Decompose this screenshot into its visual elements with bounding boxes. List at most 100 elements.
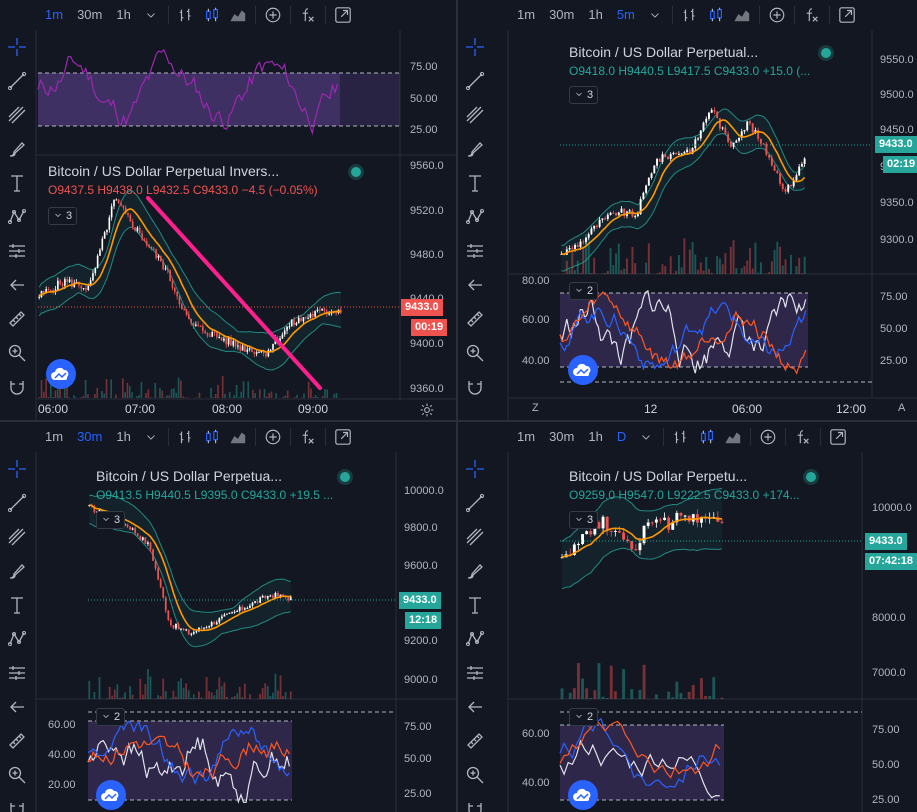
bar-chart-button[interactable]	[668, 422, 694, 452]
candles-button[interactable]	[199, 422, 225, 452]
interval-button-5m[interactable]: 5m	[616, 7, 635, 22]
interval-button-1m[interactable]: 1m	[517, 429, 536, 444]
back-arrow-tool[interactable]	[0, 690, 34, 724]
snapshot-button[interactable]	[330, 0, 356, 30]
tradingview-logo[interactable]	[46, 359, 76, 389]
area-chart-button[interactable]	[720, 422, 746, 452]
pattern-tool[interactable]	[0, 622, 34, 656]
plus-circle-button[interactable]	[260, 0, 286, 30]
interval-dropdown[interactable]	[138, 0, 164, 30]
measure-lines-tool[interactable]	[458, 656, 492, 690]
ruler-tool[interactable]	[458, 724, 492, 758]
measure-lines-tool[interactable]	[0, 656, 34, 690]
interval-dropdown[interactable]	[633, 422, 659, 452]
auto-scale-a[interactable]: A	[898, 402, 906, 414]
trendline-tool[interactable]	[458, 486, 492, 520]
text-tool[interactable]	[0, 588, 34, 622]
plus-circle-button[interactable]	[260, 422, 286, 452]
tradingview-logo[interactable]	[568, 355, 598, 385]
auto-scale-z[interactable]: Z	[532, 402, 539, 414]
indicator-collapse-button[interactable]: 3	[569, 86, 599, 104]
ruler-tool[interactable]	[458, 302, 492, 336]
interval-button-1m[interactable]: 1m	[45, 429, 64, 444]
snapshot-button[interactable]	[834, 0, 860, 30]
brush-tool[interactable]	[458, 554, 492, 588]
indicator-collapse-button[interactable]: 2	[569, 708, 599, 726]
interval-button-1h[interactable]: 1h	[116, 429, 131, 444]
trendline-tool[interactable]	[0, 486, 34, 520]
ruler-tool[interactable]	[0, 724, 34, 758]
back-arrow-tool[interactable]	[0, 268, 34, 302]
text-tool[interactable]	[458, 166, 492, 200]
back-arrow-tool[interactable]	[458, 268, 492, 302]
fib-tool[interactable]	[458, 98, 492, 132]
snapshot-button[interactable]	[825, 422, 851, 452]
brush-tool[interactable]	[458, 132, 492, 166]
snapshot-button[interactable]	[330, 422, 356, 452]
indicator-collapse-button[interactable]: 2	[569, 282, 599, 300]
crosshair-tool[interactable]	[458, 30, 492, 64]
trendline-tool[interactable]	[458, 64, 492, 98]
candles-button[interactable]	[199, 0, 225, 30]
candles-button[interactable]	[703, 0, 729, 30]
fib-tool[interactable]	[0, 98, 34, 132]
area-chart-button[interactable]	[225, 422, 251, 452]
text-tool[interactable]	[0, 166, 34, 200]
interval-button-1h[interactable]: 1h	[588, 429, 603, 444]
magnet-tool[interactable]	[458, 792, 492, 812]
horizontal-splitter[interactable]	[0, 420, 917, 422]
indicator-collapse-button[interactable]: 2	[96, 708, 126, 726]
area-chart-button[interactable]	[225, 0, 251, 30]
brush-tool[interactable]	[0, 554, 34, 588]
tradingview-logo[interactable]	[568, 780, 598, 810]
candles-button[interactable]	[694, 422, 720, 452]
chart-settings-button[interactable]	[414, 395, 440, 420]
indicator-collapse-button[interactable]: 3	[48, 207, 78, 225]
interval-button-1h[interactable]: 1h	[116, 7, 131, 22]
interval-button-1m[interactable]: 1m	[45, 7, 64, 22]
zoom-tool[interactable]	[0, 758, 34, 792]
interval-button-30m[interactable]: 30m	[549, 7, 575, 22]
pattern-tool[interactable]	[458, 200, 492, 234]
magnet-tool[interactable]	[0, 370, 34, 404]
brush-tool[interactable]	[0, 132, 34, 166]
interval-button-1h[interactable]: 1h	[588, 7, 603, 22]
zoom-tool[interactable]	[0, 336, 34, 370]
interval-dropdown[interactable]	[642, 0, 668, 30]
interval-button-30m[interactable]: 30m	[77, 429, 103, 444]
measure-lines-tool[interactable]	[458, 234, 492, 268]
interval-button-30m[interactable]: 30m	[549, 429, 575, 444]
zoom-tool[interactable]	[458, 758, 492, 792]
indicator-collapse-button[interactable]: 3	[569, 511, 599, 529]
fx-button[interactable]	[295, 0, 321, 30]
interval-button-30m[interactable]: 30m	[77, 7, 103, 22]
bar-chart-button[interactable]	[173, 0, 199, 30]
pattern-tool[interactable]	[458, 622, 492, 656]
text-tool[interactable]	[458, 588, 492, 622]
interval-button-1m[interactable]: 1m	[517, 7, 536, 22]
area-chart-button[interactable]	[729, 0, 755, 30]
measure-lines-tool[interactable]	[0, 234, 34, 268]
interval-dropdown[interactable]	[138, 422, 164, 452]
fib-tool[interactable]	[458, 520, 492, 554]
bar-chart-button[interactable]	[173, 422, 199, 452]
tradingview-logo[interactable]	[96, 780, 126, 810]
zoom-tool[interactable]	[458, 336, 492, 370]
plus-circle-button[interactable]	[764, 0, 790, 30]
fx-button[interactable]	[799, 0, 825, 30]
crosshair-tool[interactable]	[458, 452, 492, 486]
crosshair-tool[interactable]	[0, 452, 34, 486]
ruler-tool[interactable]	[0, 302, 34, 336]
fx-button[interactable]	[295, 422, 321, 452]
magnet-tool[interactable]	[458, 370, 492, 404]
crosshair-tool[interactable]	[0, 30, 34, 64]
trendline-tool[interactable]	[0, 64, 34, 98]
pattern-tool[interactable]	[0, 200, 34, 234]
vertical-splitter[interactable]	[456, 0, 458, 812]
bar-chart-button[interactable]	[677, 0, 703, 30]
plus-circle-button[interactable]	[755, 422, 781, 452]
interval-button-D[interactable]: D	[616, 429, 627, 444]
back-arrow-tool[interactable]	[458, 690, 492, 724]
magnet-tool[interactable]	[0, 792, 34, 812]
fib-tool[interactable]	[0, 520, 34, 554]
